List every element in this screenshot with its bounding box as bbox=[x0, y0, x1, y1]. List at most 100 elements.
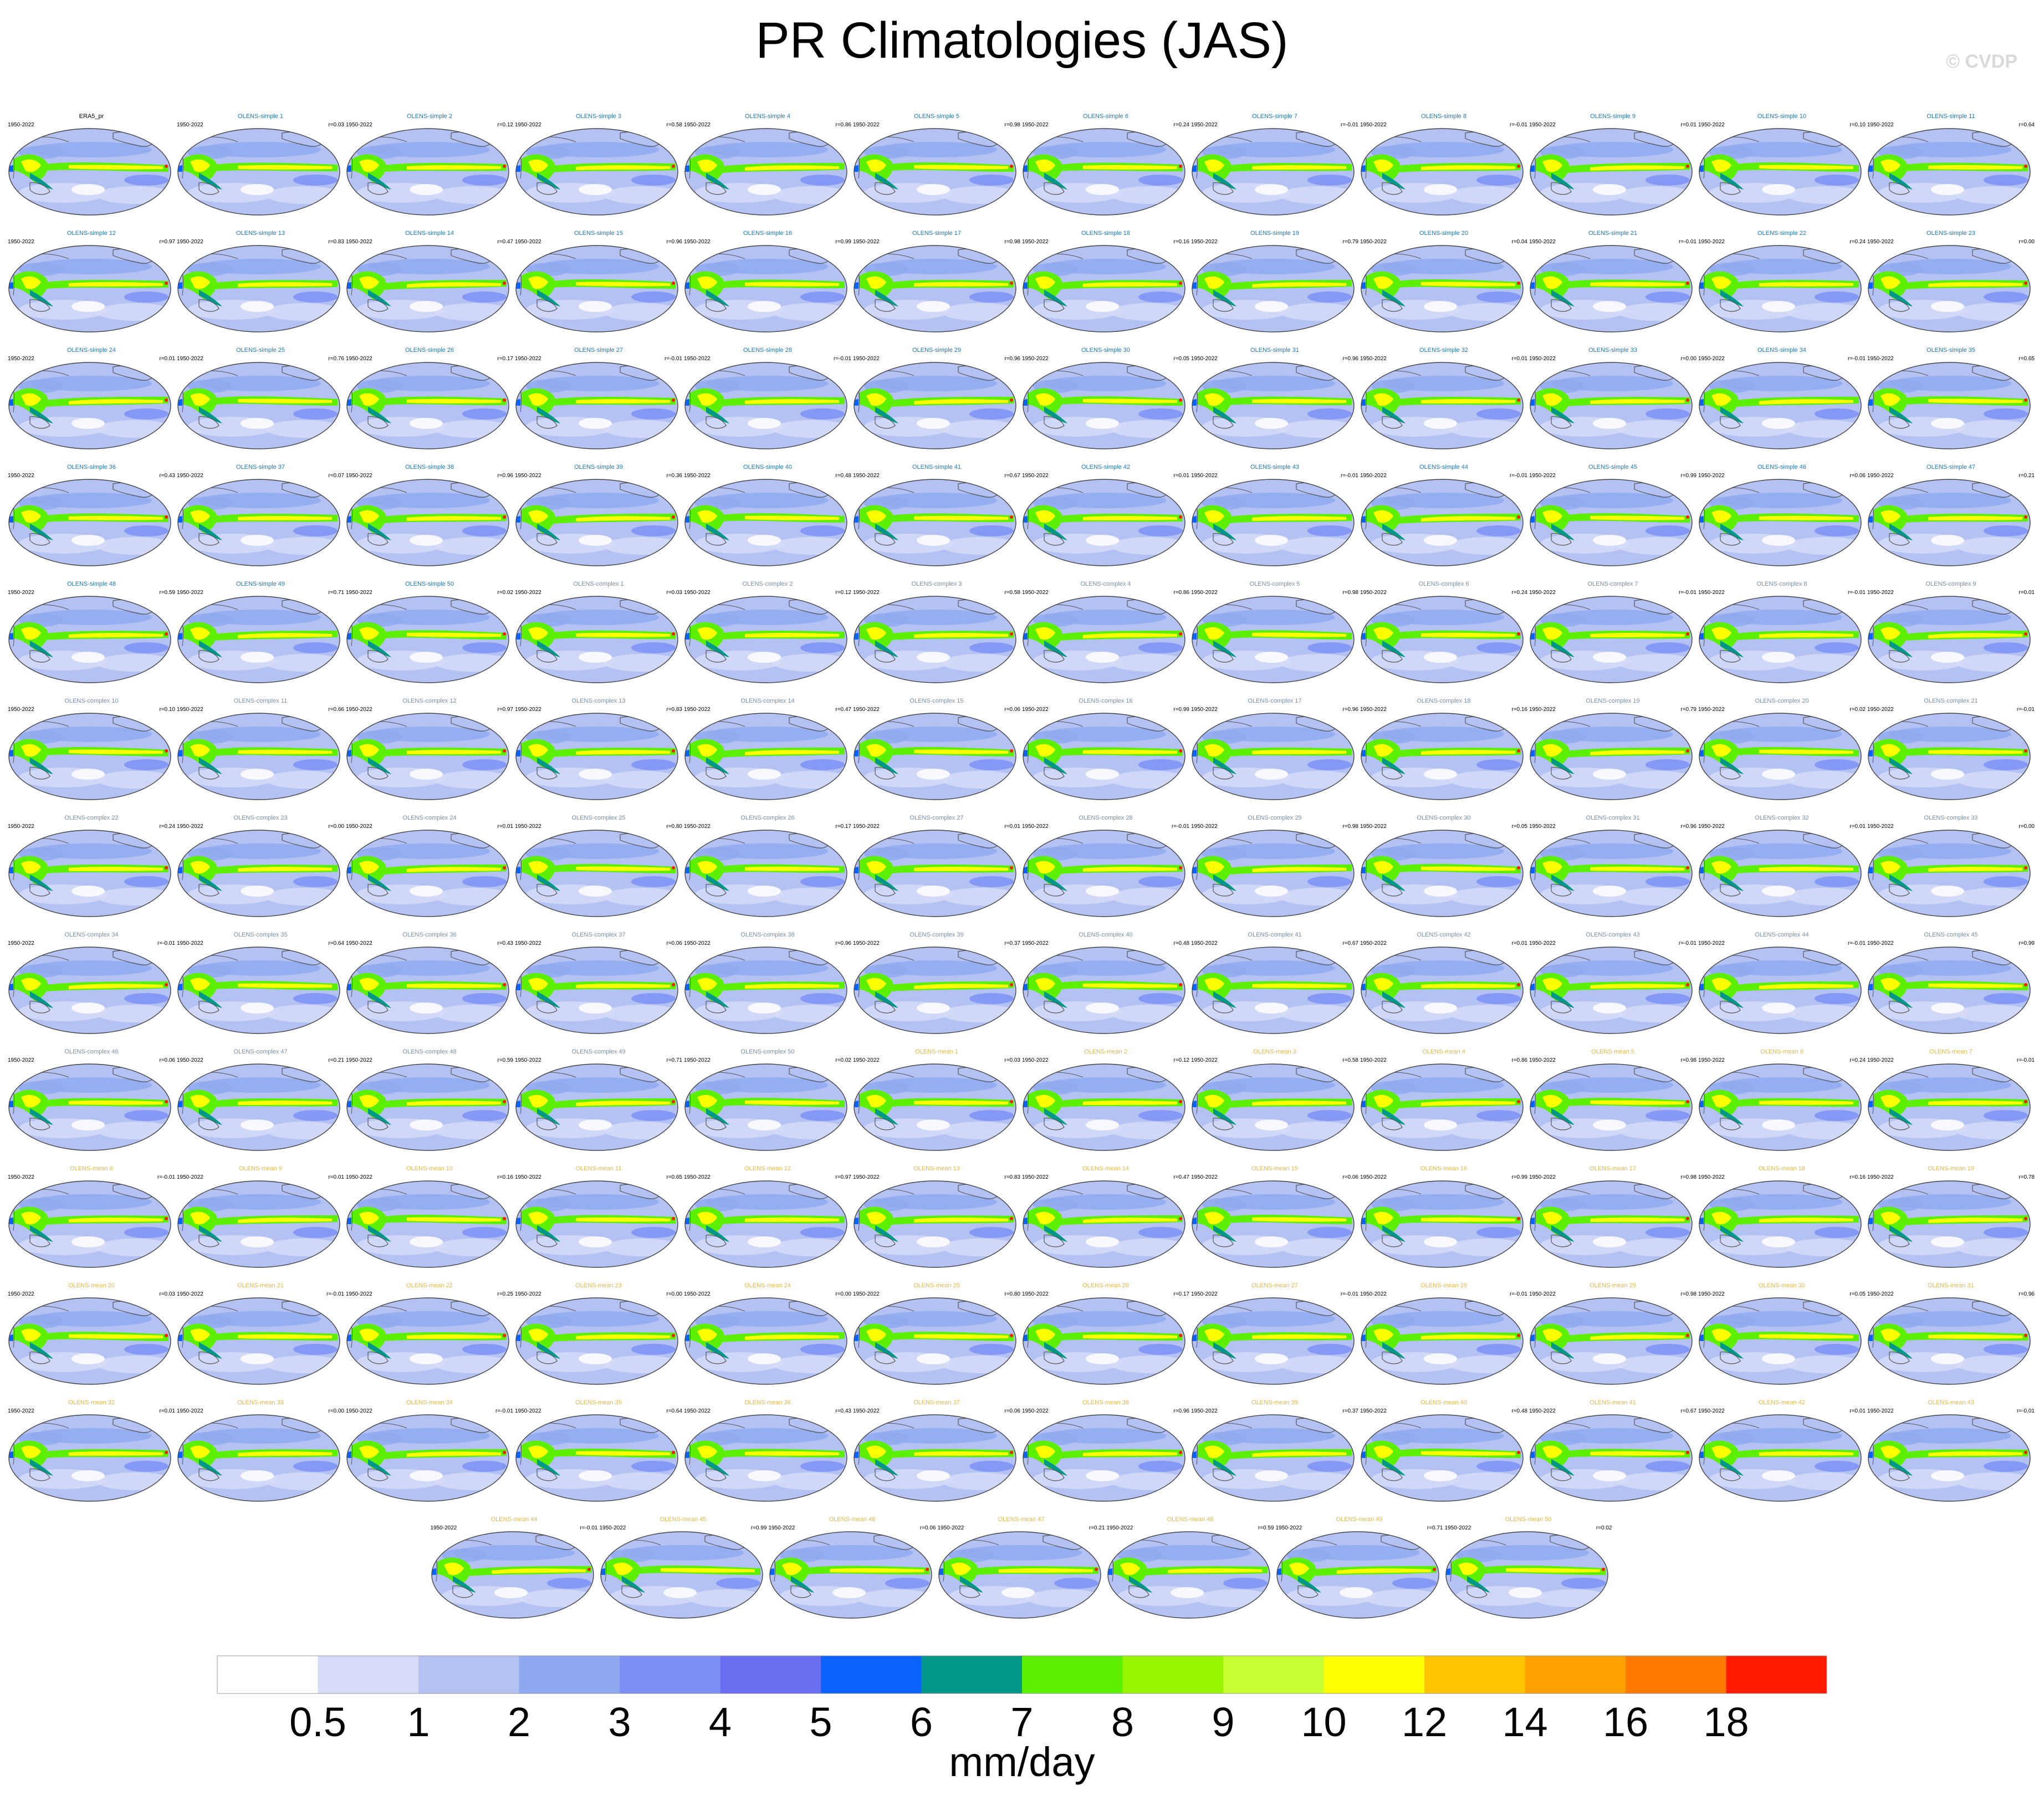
panel-correlation: r=0.12 bbox=[1173, 1057, 1189, 1063]
panel-period: 1950-2022 bbox=[1191, 1174, 1218, 1180]
map-panel: OLENS-mean 7 1950-2022 r=-0.01 bbox=[1866, 1045, 2036, 1155]
panel-period: 1950-2022 bbox=[1191, 1057, 1218, 1063]
panel-period: 1950-2022 bbox=[515, 707, 541, 713]
map-panel: OLENS-complex 15 1950-2022 r=0.06 bbox=[852, 694, 1021, 804]
panel-title: OLENS-complex 21 bbox=[1924, 698, 1978, 704]
panel-period: 1950-2022 bbox=[177, 1291, 203, 1297]
map-panel: OLENS-mean 49 1950-2022 r=0.71 bbox=[1275, 1513, 1444, 1623]
precip-map bbox=[177, 128, 340, 216]
precip-map bbox=[431, 1531, 594, 1619]
panel-title: OLENS-simple 43 bbox=[1250, 464, 1300, 470]
map-panel: OLENS-mean 42 1950-2022 r=0.01 bbox=[1697, 1396, 1867, 1506]
panel-correlation: r=0.71 bbox=[1427, 1525, 1443, 1531]
panel-period: 1950-2022 bbox=[8, 473, 34, 479]
precip-map bbox=[1023, 713, 1185, 800]
panel-period: 1950-2022 bbox=[1529, 1291, 1556, 1297]
panel-correlation: r=0.00 bbox=[328, 1408, 344, 1414]
precip-map bbox=[346, 1180, 509, 1268]
precip-map bbox=[684, 128, 847, 216]
panel-correlation: r=0.80 bbox=[666, 823, 682, 830]
map-panel: OLENS-complex 9 1950-2022 r=0.01 bbox=[1866, 577, 2036, 687]
map-panel: OLENS-mean 38 1950-2022 r=0.96 bbox=[1021, 1396, 1190, 1506]
map-panel: OLENS-mean 48 1950-2022 r=0.59 bbox=[1106, 1513, 1275, 1623]
precip-map bbox=[8, 596, 171, 683]
precip-map bbox=[684, 479, 847, 566]
panel-title: OLENS-complex 14 bbox=[740, 698, 795, 704]
panel-correlation: r=-0.01 bbox=[326, 1291, 344, 1297]
precip-map bbox=[177, 1063, 340, 1151]
colorbar-tick-label: 6 bbox=[909, 1699, 933, 1745]
panel-title: OLENS-complex 32 bbox=[1755, 815, 1809, 821]
panel-correlation: r=0.99 bbox=[1680, 473, 1696, 479]
map-panel: OLENS-mean 12 1950-2022 r=0.97 bbox=[683, 1162, 852, 1272]
colorbar-swatch bbox=[620, 1656, 720, 1694]
precip-map bbox=[1361, 1414, 1524, 1502]
panel-period: 1950-2022 bbox=[346, 473, 372, 479]
panel-period: 1950-2022 bbox=[515, 356, 541, 362]
colorbar-swatch bbox=[1626, 1656, 1726, 1694]
precip-map bbox=[1361, 1297, 1524, 1385]
panel-period: 1950-2022 bbox=[684, 122, 711, 128]
panel-title: OLENS-complex 35 bbox=[233, 932, 288, 938]
map-panel: OLENS-simple 43 1950-2022 r=-0.01 bbox=[1190, 461, 1360, 570]
panel-period: 1950-2022 bbox=[1698, 590, 1725, 596]
map-panel: OLENS-complex 12 1950-2022 r=0.97 bbox=[345, 694, 514, 804]
colorbar-tick-label: 0.5 bbox=[289, 1699, 346, 1745]
precip-map bbox=[1868, 830, 2031, 917]
panel-period: 1950-2022 bbox=[1360, 1291, 1387, 1297]
colorbar-tick-label: 18 bbox=[1703, 1699, 1749, 1745]
panel-title: OLENS-mean 13 bbox=[913, 1165, 960, 1172]
precip-map bbox=[1192, 713, 1355, 800]
panel-period: 1950-2022 bbox=[1867, 1057, 1894, 1063]
panel-period: 1950-2022 bbox=[346, 356, 372, 362]
panel-period: 1950-2022 bbox=[1529, 940, 1556, 947]
panel-period: 1950-2022 bbox=[1698, 1057, 1725, 1063]
panel-title: OLENS-complex 41 bbox=[1248, 932, 1302, 938]
panel-correlation: r=-0.01 bbox=[1848, 356, 1866, 362]
panel-correlation: r=0.06 bbox=[1004, 707, 1020, 713]
panel-title: OLENS-simple 16 bbox=[743, 230, 793, 237]
panel-correlation: r=0.96 bbox=[1004, 356, 1020, 362]
precip-map bbox=[177, 830, 340, 917]
panel-title: OLENS-simple 25 bbox=[236, 347, 285, 354]
panel-title: OLENS-complex 44 bbox=[1755, 932, 1809, 938]
panel-title: OLENS-complex 25 bbox=[571, 815, 626, 821]
panel-title: OLENS-simple 49 bbox=[236, 581, 285, 587]
panel-title: OLENS-complex 27 bbox=[909, 815, 964, 821]
panel-correlation: r=0.02 bbox=[1596, 1525, 1612, 1531]
panel-correlation: r=0.24 bbox=[1511, 590, 1527, 596]
panel-correlation: r=-0.01 bbox=[665, 356, 682, 362]
panel-title: OLENS-simple 44 bbox=[1419, 464, 1469, 470]
precip-map bbox=[1023, 128, 1185, 216]
map-panel: OLENS-complex 25 1950-2022 r=0.80 bbox=[514, 811, 683, 921]
panel-correlation: r=0.06 bbox=[919, 1525, 936, 1531]
panel-correlation: r=-0.01 bbox=[1172, 823, 1189, 830]
colorbar-tick-label: 2 bbox=[507, 1699, 531, 1745]
panel-title: OLENS-complex 20 bbox=[1755, 698, 1809, 704]
panel-title: OLENS-complex 50 bbox=[740, 1048, 795, 1055]
panel-title: OLENS-simple 2 bbox=[407, 113, 452, 120]
panel-correlation: r=0.12 bbox=[497, 122, 513, 128]
panel-correlation: r=-0.01 bbox=[1679, 590, 1696, 596]
map-panel: OLENS-simple 35 1950-2022 r=0.65 bbox=[1866, 344, 2036, 453]
panel-title: OLENS-simple 34 bbox=[1757, 347, 1807, 354]
panel-title: OLENS-mean 30 bbox=[1759, 1282, 1805, 1289]
map-panel: OLENS-simple 1 1950-2022 r=0.03 bbox=[176, 110, 345, 219]
precip-map bbox=[854, 1063, 1016, 1151]
panel-correlation: r=0.01 bbox=[1511, 356, 1527, 362]
precip-map bbox=[1868, 245, 2031, 332]
panel-correlation: r=0.64 bbox=[328, 940, 344, 947]
colorbar-swatch bbox=[821, 1656, 922, 1694]
map-panel: OLENS-mean 10 1950-2022 r=0.16 bbox=[345, 1162, 514, 1272]
map-panel: OLENS-simple 34 1950-2022 r=-0.01 bbox=[1697, 344, 1867, 453]
panel-correlation: r=0.99 bbox=[2019, 940, 2035, 947]
panel-title: OLENS-simple 47 bbox=[1926, 464, 1976, 470]
panel-correlation: r=0.48 bbox=[835, 473, 851, 479]
panel-period: 1950-2022 bbox=[8, 122, 34, 128]
panel-period: 1950-2022 bbox=[1698, 1408, 1725, 1414]
precip-map bbox=[8, 1180, 171, 1268]
map-panel: OLENS-mean 8 1950-2022 r=-0.01 bbox=[7, 1162, 176, 1272]
panel-period: 1950-2022 bbox=[853, 940, 880, 947]
map-panel: OLENS-simple 36 1950-2022 r=0.43 bbox=[7, 461, 176, 570]
panel-period: 1950-2022 bbox=[8, 356, 34, 362]
